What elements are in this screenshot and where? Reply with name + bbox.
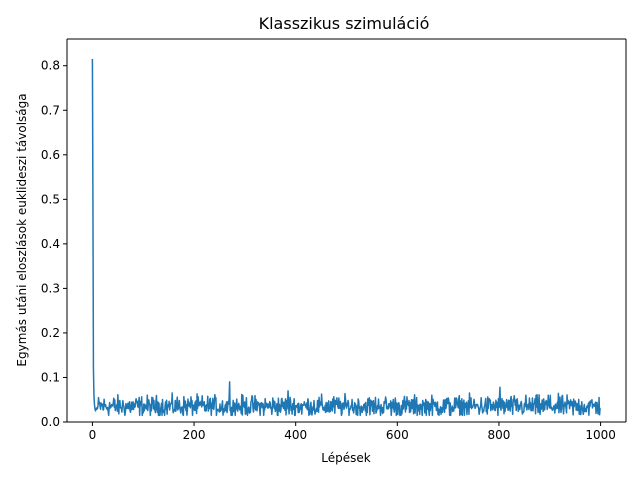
y-axis-label: Egymás utáni eloszlások euklideszi távol… <box>15 93 29 366</box>
series-layer <box>91 59 601 417</box>
x-tick-label: 200 <box>183 428 206 442</box>
chart-title: Klasszikus szimuláció <box>259 14 430 33</box>
x-tick-label: 800 <box>488 428 511 442</box>
series-line <box>91 59 601 417</box>
y-tick-label: 0.8 <box>41 59 60 73</box>
y-tick-label: 0.3 <box>41 281 60 295</box>
x-tick-label: 400 <box>284 428 307 442</box>
x-axis-label: Lépések <box>321 451 370 465</box>
x-tick-label: 600 <box>386 428 409 442</box>
y-tick-label: 0.1 <box>41 370 60 384</box>
y-tick-label: 0.5 <box>41 192 60 206</box>
y-tick-label: 0.6 <box>41 148 60 162</box>
x-tick-label: 0 <box>89 428 97 442</box>
y-axis-ticks: 0.0 0.1 0.2 0.3 0.4 0.5 0.6 0.7 0.8 <box>41 59 67 429</box>
plot-area <box>67 39 626 422</box>
y-tick-label: 0.4 <box>41 237 60 251</box>
y-tick-label: 0.2 <box>41 326 60 340</box>
y-tick-label: 0.7 <box>41 103 60 117</box>
y-tick-label: 0.0 <box>41 415 60 429</box>
x-tick-label: 1000 <box>585 428 616 442</box>
x-axis-ticks: 0 200 400 600 800 1000 <box>89 422 616 442</box>
